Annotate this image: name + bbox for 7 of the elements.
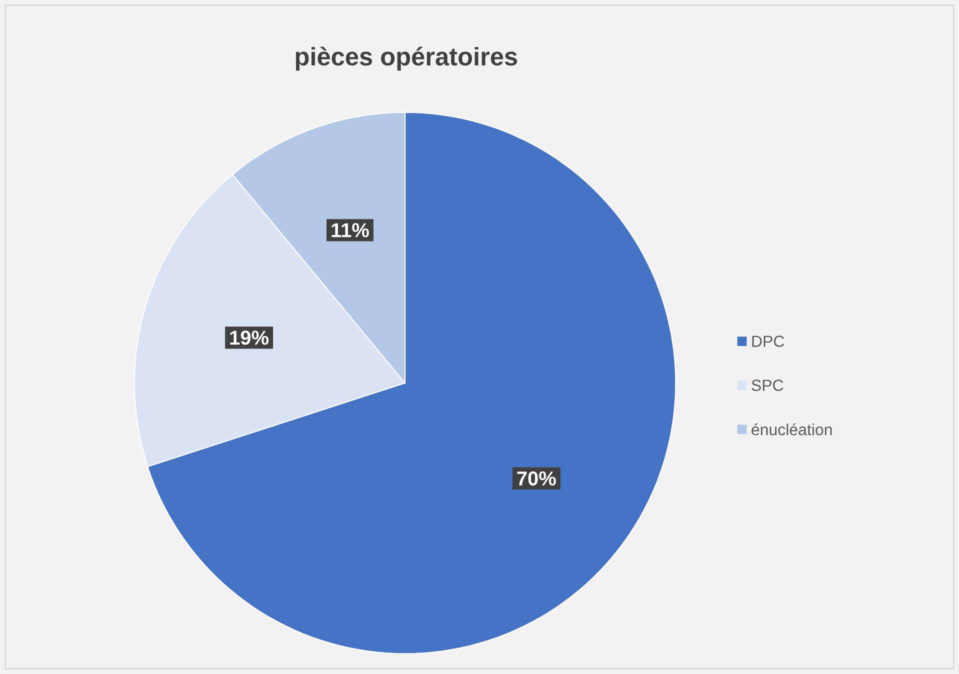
legend-label: SPC bbox=[752, 380, 784, 391]
data-label: 11% bbox=[332, 223, 369, 238]
legend-label: DPC bbox=[752, 336, 784, 347]
chart-title: pièces opératoires bbox=[296, 46, 518, 71]
legend-label: énucléation bbox=[752, 423, 832, 436]
data-label: 19% bbox=[230, 330, 269, 345]
data-label: 70% bbox=[517, 471, 556, 486]
